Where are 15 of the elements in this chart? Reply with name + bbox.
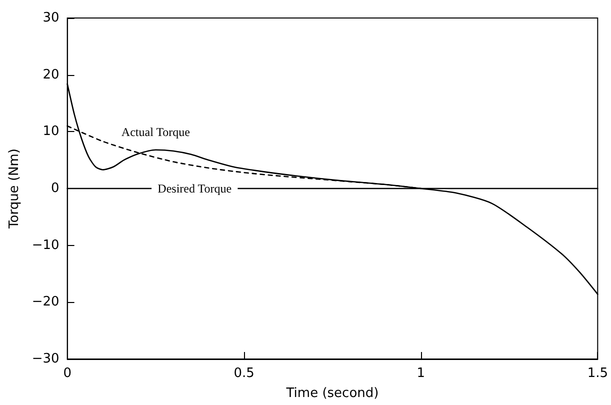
x-tick-label: 0.5 <box>234 366 254 381</box>
series-label: Desired Torque <box>158 182 232 196</box>
y-tick-label: 20 <box>42 67 60 82</box>
y-tick-label: −30 <box>32 352 60 366</box>
y-tick-label: −20 <box>32 294 60 310</box>
x-axis-title: Time (second) <box>285 386 379 401</box>
y-tick-label: −10 <box>32 238 60 253</box>
x-tick-label: 1 <box>416 366 426 381</box>
x-tick-label: 1.5 <box>587 366 608 381</box>
series-label: Actual Torque <box>121 124 190 139</box>
y-axis-title: Torque (Nm) <box>7 148 22 230</box>
x-tick-label: 0 <box>63 366 72 381</box>
y-tick-label: 10 <box>42 124 60 140</box>
y-tick-label: 0 <box>51 181 60 196</box>
y-tick-label: 30 <box>42 10 60 26</box>
